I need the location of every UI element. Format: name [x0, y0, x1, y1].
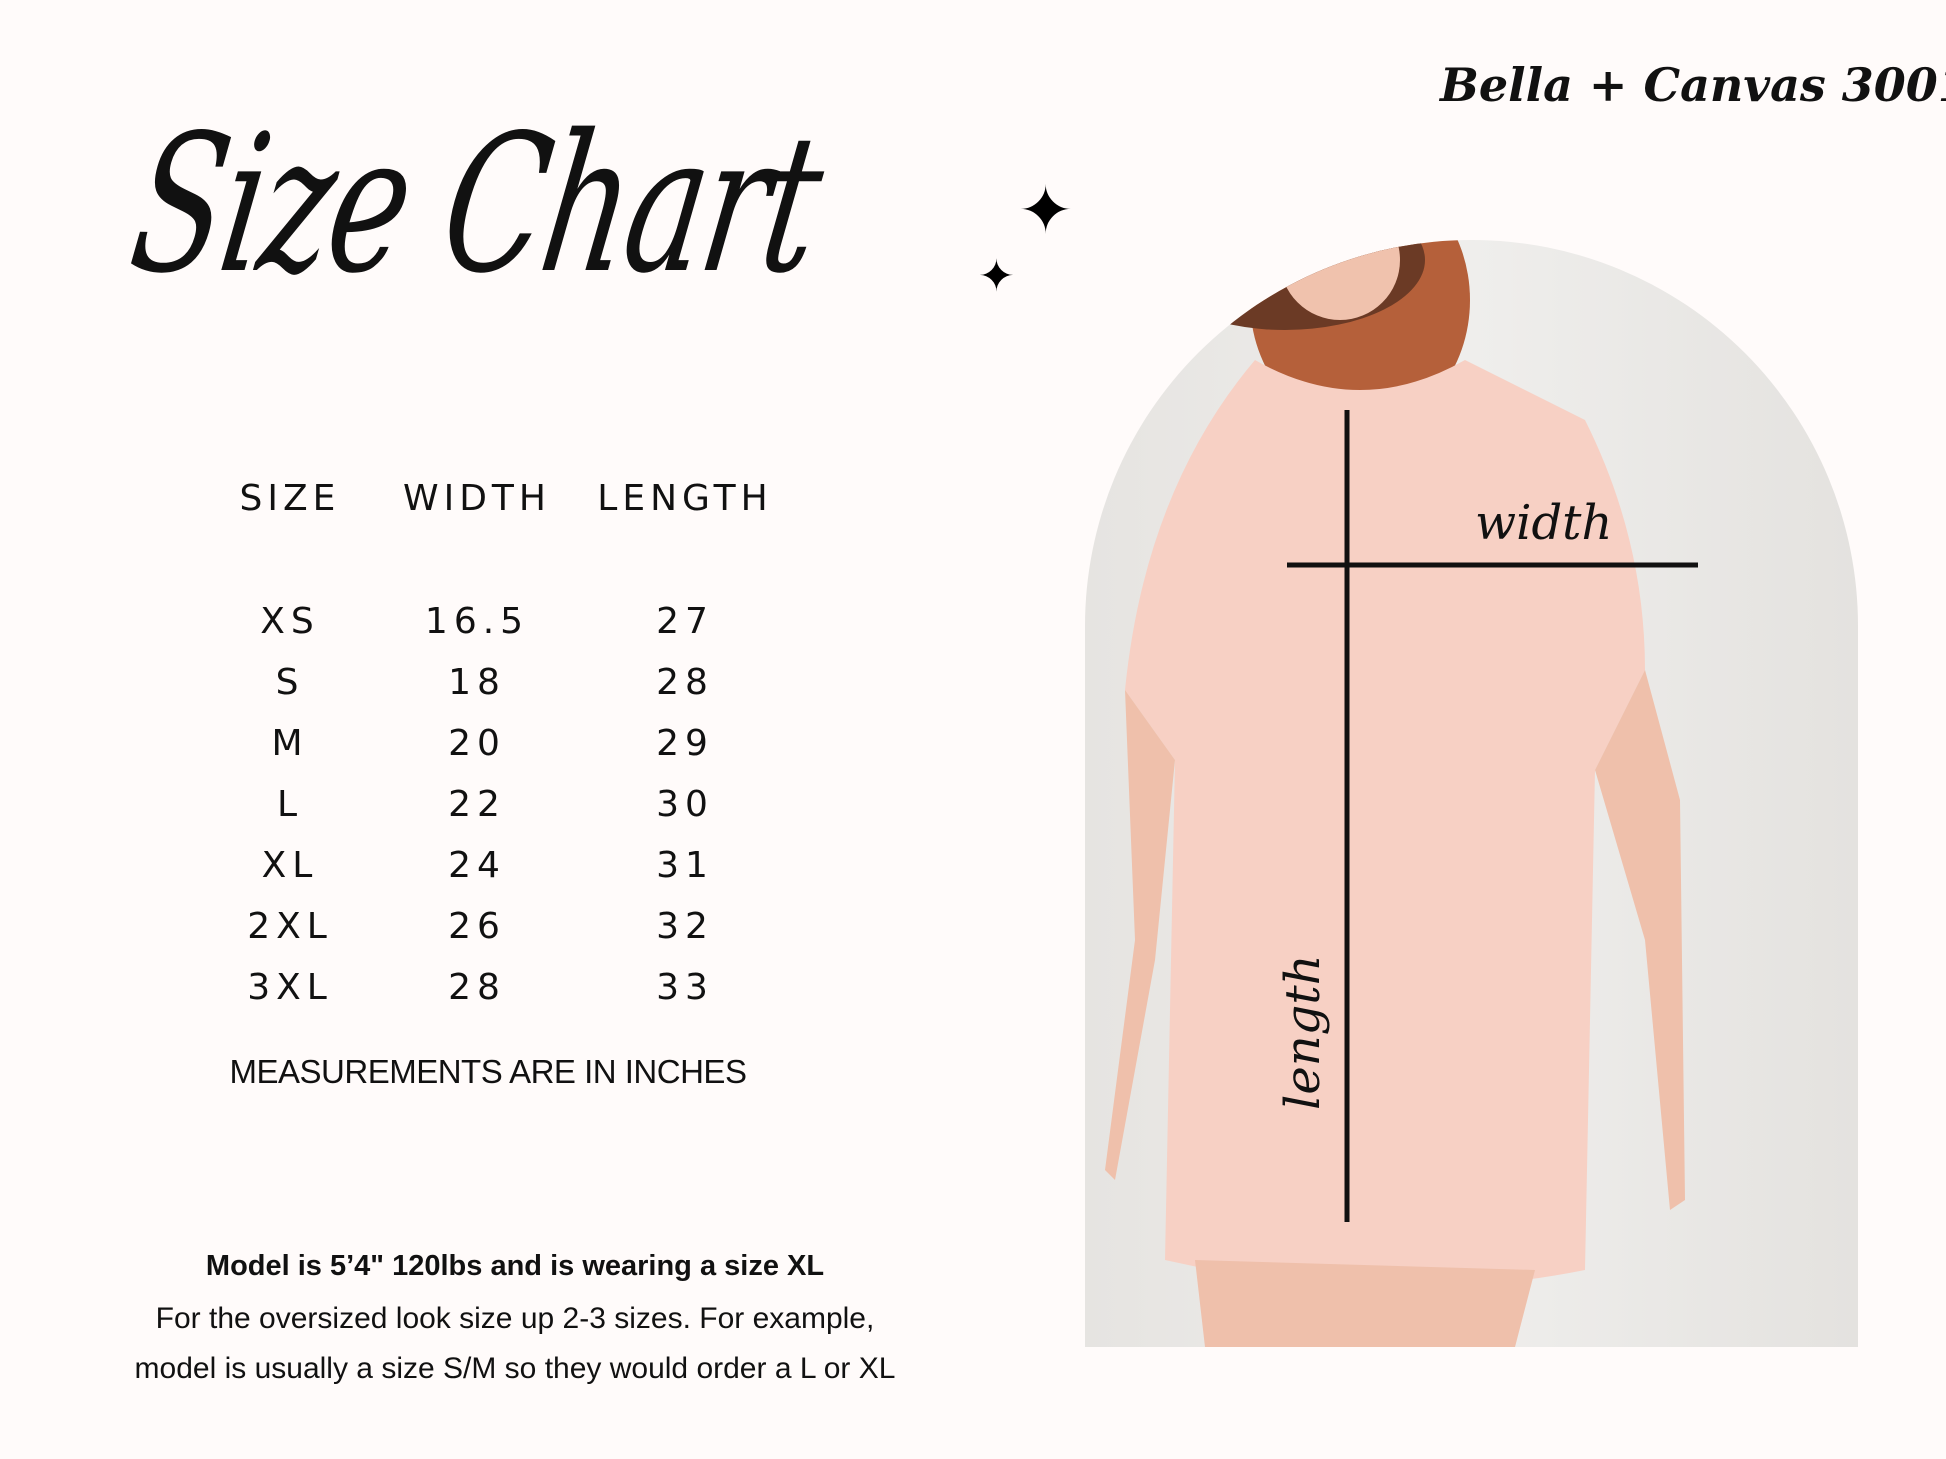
- cell-length: 31: [656, 845, 714, 886]
- cell-width: 20: [448, 723, 506, 764]
- cell-length: 29: [656, 723, 714, 764]
- cell-width: 22: [448, 784, 506, 825]
- sparkle-star-icon: ✦: [1018, 172, 1074, 249]
- cell-length: 28: [656, 662, 714, 703]
- fit-advice-line-2: model is usually a size S/M so they woul…: [134, 1352, 896, 1385]
- brand-label: Bella + Canvas 3001: [1440, 58, 1946, 112]
- cell-size: 3XL: [247, 967, 333, 1008]
- cell-size: S: [275, 662, 305, 703]
- fit-advice-line-1: For the oversized look size up 2-3 sizes…: [155, 1302, 875, 1335]
- cell-length: 30: [656, 784, 714, 825]
- header-size: SIZE: [239, 478, 341, 519]
- cell-size: L: [276, 784, 304, 825]
- cell-width: 24: [448, 845, 506, 886]
- measurement-note: MEASUREMENTS ARE IN INCHES: [229, 1053, 747, 1090]
- cell-width: 16.5: [424, 601, 530, 642]
- model-info: Model is 5’4" 120lbs and is wearing a si…: [205, 1250, 825, 1282]
- cell-length: 27: [656, 601, 714, 642]
- cell-size: M: [271, 723, 309, 764]
- tshirt-illustration: [1105, 240, 1698, 1347]
- page-title: Size Chart: [119, 94, 833, 315]
- cell-width: 26: [448, 906, 506, 947]
- cell-length: 33: [656, 967, 714, 1008]
- cell-size: XL: [261, 845, 319, 886]
- width-label: width: [1475, 495, 1613, 551]
- cell-size: 2XL: [247, 906, 333, 947]
- sparkle-star-icon: ✦: [978, 251, 1015, 302]
- cell-width: 28: [448, 967, 506, 1008]
- length-label: length: [1275, 954, 1331, 1110]
- header-width: WIDTH: [403, 478, 551, 519]
- header-length: LENGTH: [597, 478, 773, 519]
- cell-size: XS: [260, 601, 320, 642]
- cell-width: 18: [448, 662, 506, 703]
- model-photo: width length: [1085, 240, 1858, 1347]
- cell-length: 32: [656, 906, 714, 947]
